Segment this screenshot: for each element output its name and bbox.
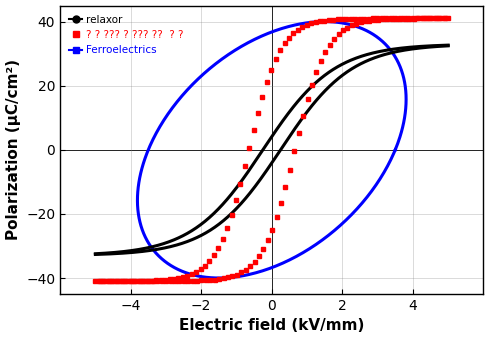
Y-axis label: Polarization (μC/cm²): Polarization (μC/cm²): [5, 59, 20, 240]
X-axis label: Electric field (kV/mm): Electric field (kV/mm): [179, 318, 364, 334]
Legend: relaxor, ? ? ??? ? ??? ??  ? ?, Ferroelectrics: relaxor, ? ? ??? ? ??? ?? ? ?, Ferroelec…: [65, 11, 187, 60]
